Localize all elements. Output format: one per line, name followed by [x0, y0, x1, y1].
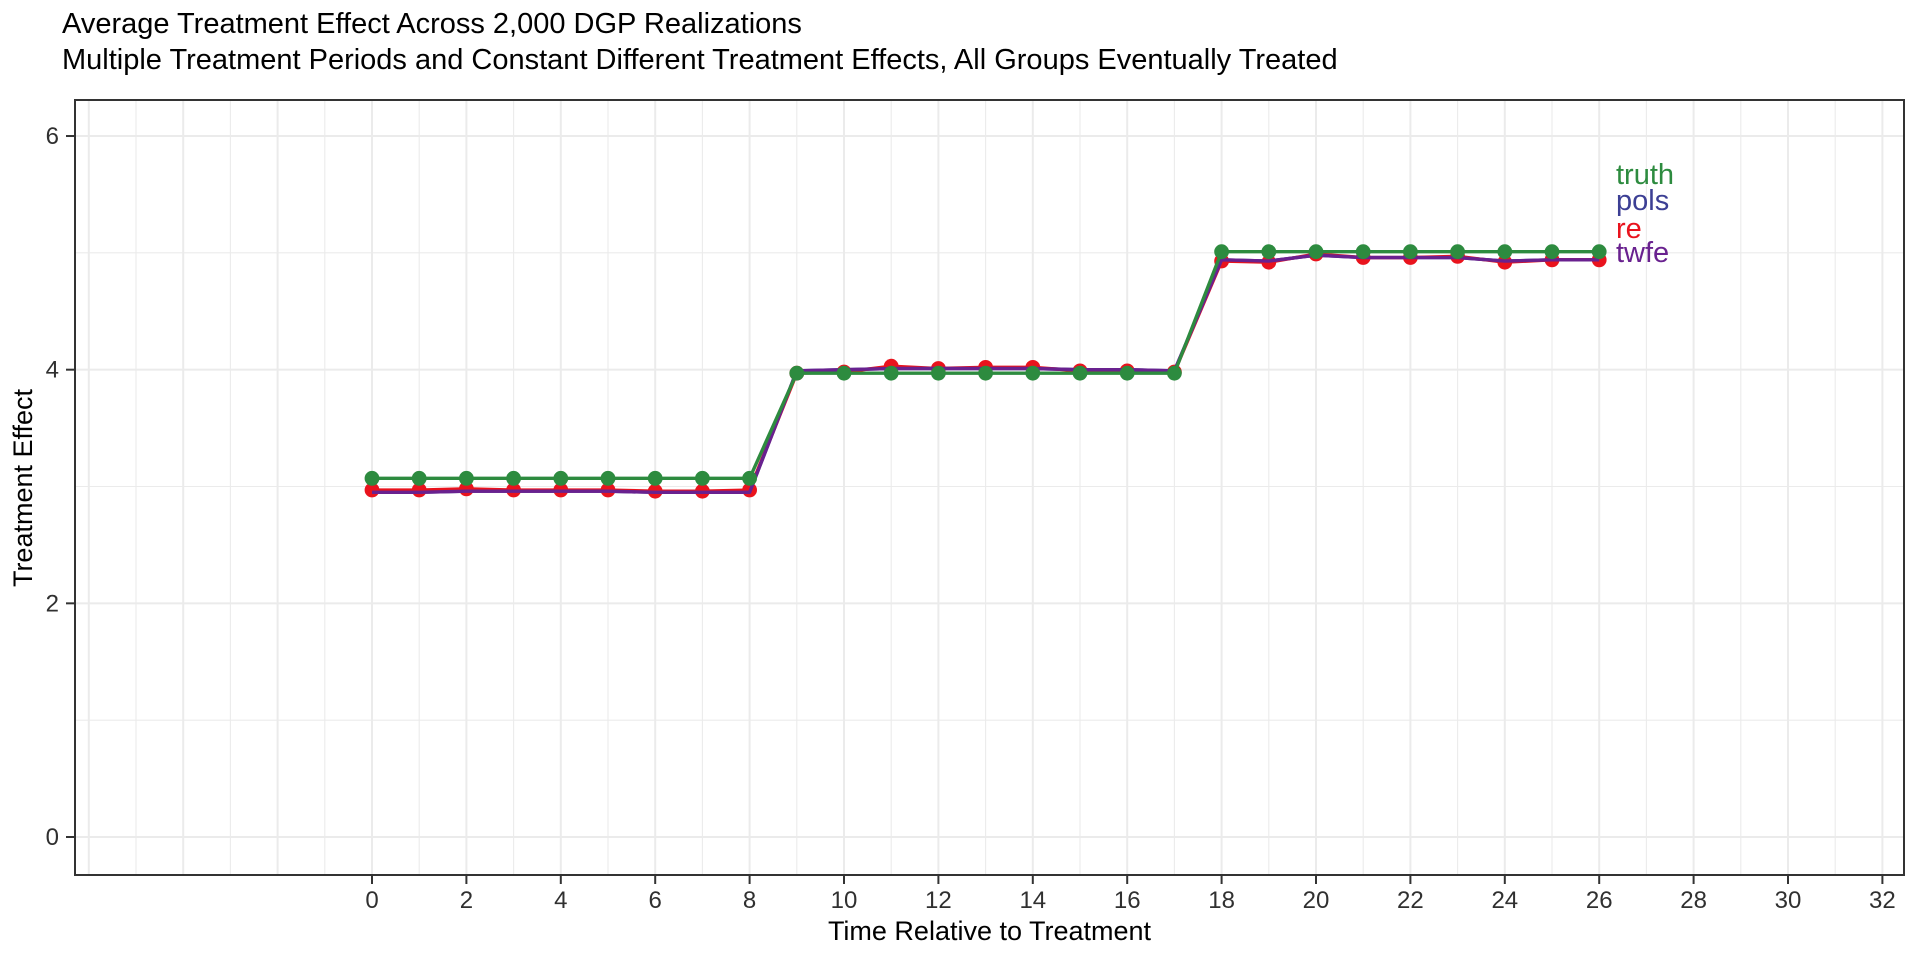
- data-point-truth: [411, 470, 427, 486]
- data-point-truth: [1025, 365, 1041, 381]
- data-point-truth: [883, 365, 899, 381]
- data-point-truth: [1308, 244, 1324, 260]
- x-tick-label: 22: [1397, 887, 1424, 914]
- panel-border: [74, 99, 1905, 876]
- data-point-truth: [1544, 244, 1560, 260]
- data-point-truth: [789, 365, 805, 381]
- y-tick-label: 6: [46, 123, 59, 150]
- x-tick-label: 2: [460, 887, 473, 914]
- data-point-truth: [978, 365, 993, 381]
- x-tick-label: 20: [1303, 887, 1330, 914]
- y-tick-label: 0: [46, 824, 59, 851]
- series-label-truth: truth: [1616, 159, 1674, 191]
- data-point-truth: [1497, 244, 1513, 260]
- data-point-truth: [836, 365, 852, 381]
- data-point-truth: [1167, 365, 1182, 381]
- x-tick-label: 18: [1208, 887, 1235, 914]
- data-point-truth: [506, 470, 521, 486]
- x-tick-label: 30: [1775, 887, 1802, 914]
- x-axis-title: Time Relative to Treatment: [827, 916, 1152, 946]
- data-point-truth: [364, 470, 380, 486]
- data-point-truth: [931, 365, 946, 381]
- x-tick-label: 16: [1114, 887, 1141, 914]
- chart-subtitle: Multiple Treatment Periods and Constant …: [62, 44, 1338, 76]
- data-point-truth: [1119, 365, 1135, 381]
- chart-title: Average Treatment Effect Across 2,000 DG…: [62, 8, 802, 40]
- data-point-truth: [553, 470, 569, 486]
- data-point-truth: [695, 470, 710, 486]
- series-label-twfe: twfe: [1616, 237, 1669, 269]
- y-axis-title: Treatment Effect: [8, 388, 38, 588]
- series-label-pols: pols: [1616, 185, 1669, 217]
- x-tick-label: 26: [1586, 887, 1613, 914]
- data-point-truth: [1214, 244, 1229, 260]
- x-tick-label: 6: [649, 887, 662, 914]
- x-tick-label: 4: [554, 887, 567, 914]
- data-point-truth: [459, 470, 474, 486]
- y-tick-label: 2: [46, 590, 59, 617]
- data-point-truth: [647, 470, 663, 486]
- x-tick-label: 14: [1019, 887, 1046, 914]
- series-truth: [364, 244, 1607, 486]
- data-point-truth: [1261, 244, 1277, 260]
- x-tick-label: 10: [831, 887, 858, 914]
- data-point-truth: [1591, 244, 1607, 260]
- x-tick-label: 0: [365, 887, 378, 914]
- series-label-re: re: [1616, 213, 1642, 245]
- data-point-truth: [742, 470, 757, 486]
- x-tick-label: 8: [743, 887, 756, 914]
- y-tick-label: 4: [46, 357, 59, 384]
- x-tick-label: 12: [925, 887, 952, 914]
- x-tick-label: 28: [1680, 887, 1707, 914]
- data-point-truth: [1450, 244, 1465, 260]
- data-point-truth: [1072, 365, 1088, 381]
- data-point-truth: [1355, 244, 1371, 260]
- x-tick-label: 32: [1869, 887, 1896, 914]
- data-point-truth: [1403, 244, 1418, 260]
- data-point-truth: [600, 470, 616, 486]
- x-tick-label: 24: [1491, 887, 1518, 914]
